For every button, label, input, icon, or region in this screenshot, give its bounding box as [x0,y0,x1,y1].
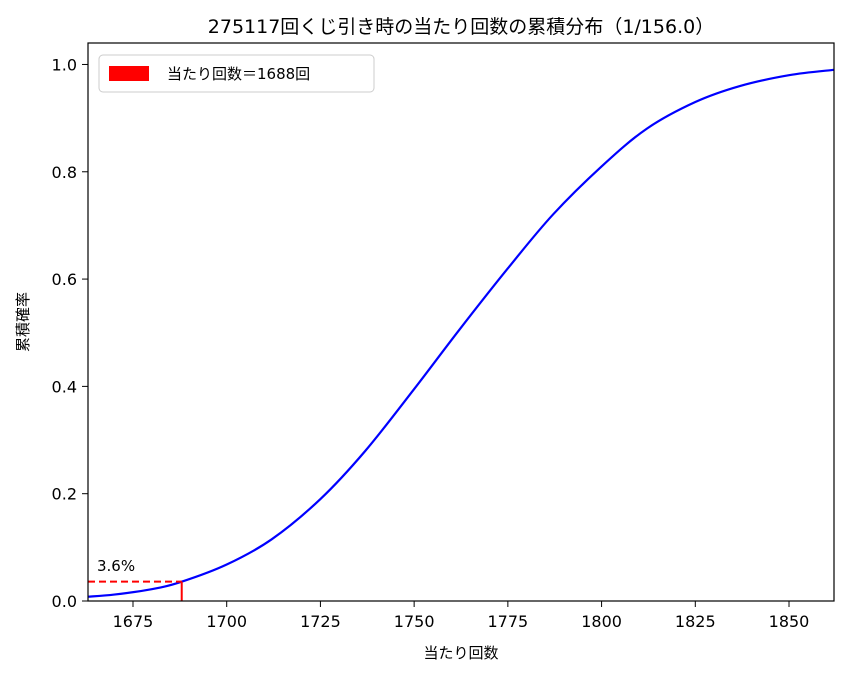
legend-box [98,54,375,93]
y-tick-label: 0.0 [52,592,77,611]
y-axis-label: 累積確率 [14,292,32,352]
x-tick-label: 1750 [394,612,435,631]
legend-label: 当たり回数＝1688回 [167,65,310,83]
legend: 当たり回数＝1688回 [98,54,375,93]
x-tick-label: 1675 [113,612,154,631]
y-tick-label: 0.8 [52,163,77,182]
marker-percent-label: 3.6% [97,557,135,575]
x-tick-label: 1825 [675,612,716,631]
x-tick-label: 1700 [206,612,247,631]
x-tick-label: 1850 [769,612,810,631]
legend-swatch [109,66,149,81]
x-tick-label: 1725 [300,612,341,631]
plot-area [87,68,835,601]
x-axis: 1675 1700 1725 1750 1775 1800 1825 1850 [113,601,810,631]
cdf-series-line [87,68,835,598]
x-tick-label: 1800 [581,612,622,631]
axes-frame [87,42,835,602]
y-axis: 0.0 0.2 0.4 0.6 0.8 1.0 [52,55,88,611]
x-tick-label: 1775 [487,612,528,631]
y-tick-label: 0.2 [52,485,77,504]
y-tick-label: 1.0 [52,55,77,74]
y-tick-label: 0.4 [52,377,77,396]
chart-title: 275117回くじ引き時の当たり回数の累積分布（1/156.0） [208,16,714,38]
x-axis-label: 当たり回数 [423,644,498,662]
y-tick-label: 0.6 [52,270,77,289]
